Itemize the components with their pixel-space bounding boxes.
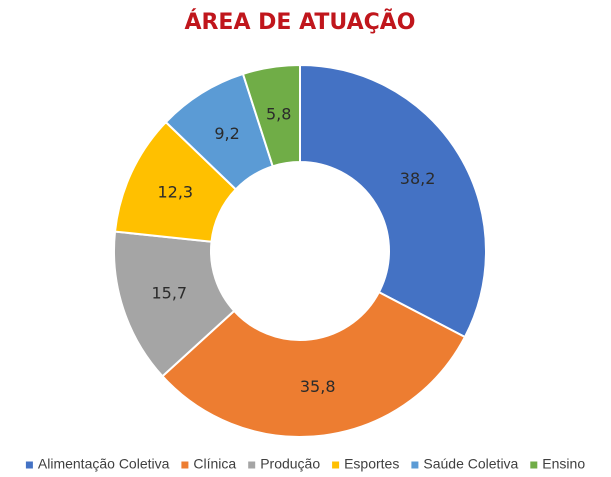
slice-value-label-1: 38,2 <box>400 169 436 188</box>
slice-value-label-2: 35,8 <box>300 377 336 396</box>
legend-marker-3 <box>248 461 256 469</box>
donut-slice-6 <box>241 63 301 168</box>
legend-item-1: Alimentação Coletiva <box>25 456 170 472</box>
legend-label-2: Clínica <box>193 456 236 472</box>
legend-label-1: Alimentação Coletiva <box>38 456 170 472</box>
chart-legend: Alimentação Coletiva Clínica Produção Espor… <box>25 456 585 472</box>
slice-value-label-6: 5,8 <box>266 105 291 124</box>
chart-title: ÁREA DE ATUAÇÃO <box>184 9 415 35</box>
legend-label-3: Produção <box>260 456 320 472</box>
donut-slice-1 <box>299 63 487 339</box>
legend-marker-2 <box>181 461 189 469</box>
legend-item-4: Esportes <box>332 456 399 472</box>
legend-marker-4 <box>332 461 340 469</box>
legend-marker-6 <box>530 461 538 469</box>
donut-slices <box>113 63 487 438</box>
slice-value-label-4: 12,3 <box>157 183 193 202</box>
legend-item-6: Ensino <box>530 456 585 472</box>
legend-label-4: Esportes <box>344 456 399 472</box>
legend-item-2: Clínica <box>181 456 236 472</box>
legend-label-5: Saúde Coletiva <box>423 456 518 472</box>
legend-marker-5 <box>411 461 419 469</box>
legend-item-3: Produção <box>248 456 320 472</box>
slice-value-label-5: 9,2 <box>214 124 239 143</box>
slice-value-label-3: 15,7 <box>151 283 187 302</box>
legend-item-5: Saúde Coletiva <box>411 456 519 472</box>
legend-label-6: Ensino <box>542 456 585 472</box>
slice-labels: 38,2 35,8 15,7 12,3 9,2 5,8 <box>151 105 435 396</box>
donut-slice-2 <box>161 290 467 438</box>
legend-marker-1 <box>25 461 33 469</box>
